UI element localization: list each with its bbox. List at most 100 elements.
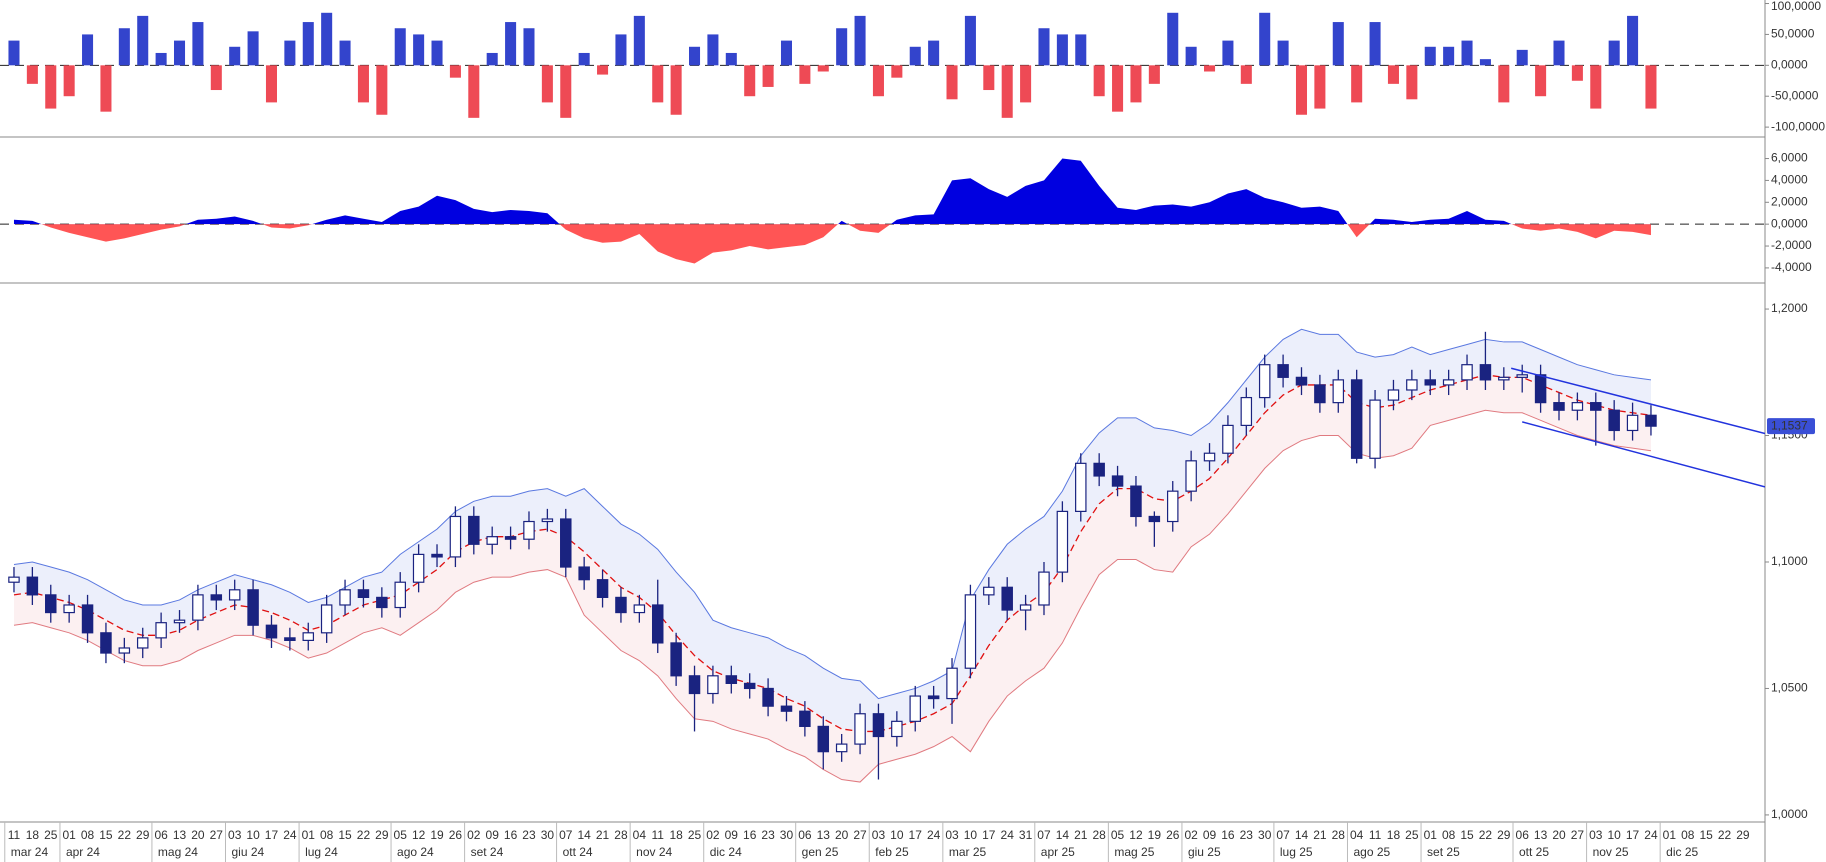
- bar: [983, 65, 995, 91]
- bar: [1351, 65, 1363, 103]
- bar: [173, 40, 186, 66]
- candle-body: [1130, 485, 1142, 518]
- bar: [1461, 40, 1473, 66]
- x-tick-label: 27: [1571, 828, 1585, 842]
- candle-body: [468, 515, 480, 545]
- x-tick-label: 18: [1387, 828, 1401, 842]
- bar: [1038, 28, 1050, 66]
- x-tick-label: 27: [853, 828, 867, 842]
- x-tick-label: 29: [136, 828, 150, 842]
- candle-body: [1590, 402, 1602, 411]
- candle-body: [817, 725, 830, 753]
- candle-body: [449, 515, 462, 558]
- x-tick-label: 09: [486, 828, 500, 842]
- x-tick-label: 05: [394, 828, 408, 842]
- bar: [1259, 12, 1271, 66]
- x-tick-label: 14: [1295, 828, 1309, 842]
- month-label: nov 25: [1593, 845, 1629, 859]
- month-label: feb 25: [875, 845, 909, 859]
- candle-body: [45, 594, 57, 614]
- band-upper: [13, 328, 1652, 700]
- bar: [1222, 40, 1234, 66]
- bar: [265, 65, 277, 103]
- y-axis: 100,0000 50,0000 0,0000 -50,0000 -100,0000: [1765, 0, 1825, 133]
- month-label: ott 25: [1519, 845, 1549, 859]
- x-tick-label: 06: [1516, 828, 1530, 842]
- y-tick-label: -4,0000: [1771, 260, 1812, 274]
- x-tick-label: 01: [1663, 828, 1677, 842]
- bar: [431, 40, 443, 66]
- bar: [137, 15, 149, 66]
- bar: [1167, 12, 1179, 66]
- x-tick-label: 13: [1534, 828, 1548, 842]
- candle-body: [1645, 414, 1657, 427]
- x-tick-label: 24: [1001, 828, 1015, 842]
- x-tick-label: 28: [1332, 828, 1346, 842]
- candle-body: [192, 594, 204, 621]
- candle-body: [578, 566, 590, 581]
- candle-body: [376, 596, 388, 609]
- bar: [1332, 22, 1344, 66]
- candle-body: [302, 632, 315, 641]
- bar: [339, 40, 351, 66]
- candle-body: [81, 604, 94, 634]
- bar: [486, 52, 498, 66]
- x-tick-label: 10: [964, 828, 978, 842]
- month-label: lug 25: [1280, 845, 1313, 859]
- bar: [1295, 65, 1308, 115]
- month-label: dic 25: [1666, 845, 1698, 859]
- candle-body: [835, 743, 848, 753]
- candle-body: [210, 594, 223, 601]
- candle-body: [412, 553, 425, 583]
- bar: [707, 34, 719, 66]
- month-label: gen 25: [802, 845, 839, 859]
- bar: [762, 65, 774, 87]
- bar: [1075, 34, 1087, 66]
- bar: [1130, 65, 1142, 103]
- bar: [1020, 65, 1032, 103]
- candle-body: [1424, 379, 1436, 386]
- x-tick-label: 28: [1092, 828, 1106, 842]
- x-tick-label: 01: [1424, 828, 1438, 842]
- x-tick-label: 02: [1184, 828, 1198, 842]
- x-tick-label: 18: [26, 828, 40, 842]
- candle-body: [136, 637, 149, 649]
- month-label: set 25: [1427, 845, 1460, 859]
- candle-body: [1442, 379, 1455, 386]
- bar: [302, 22, 314, 66]
- x-tick-label: 25: [44, 828, 58, 842]
- bar: [45, 65, 57, 109]
- candle-body: [799, 710, 811, 727]
- bar: [413, 34, 425, 66]
- month-label: ago 24: [397, 845, 434, 859]
- y-tick-label: 1,2000: [1771, 301, 1808, 315]
- candle-body: [891, 720, 903, 738]
- bar: [247, 31, 259, 66]
- candle-body: [523, 520, 535, 540]
- bar: [1645, 65, 1657, 109]
- candle-body: [651, 604, 664, 644]
- x-tick-label: 09: [725, 828, 739, 842]
- bar: [1001, 65, 1013, 118]
- candle-body: [743, 682, 756, 690]
- candle-body: [707, 675, 719, 695]
- month-label: dic 24: [710, 845, 742, 859]
- bar: [1314, 65, 1326, 109]
- panel: [8, 328, 1765, 783]
- bar: [560, 65, 572, 118]
- candle-body: [431, 553, 443, 558]
- candle-body: [1056, 510, 1069, 573]
- x-tick-label: 25: [1405, 828, 1419, 842]
- last-price-box: [1767, 418, 1815, 435]
- x-tick-label: 15: [338, 828, 352, 842]
- bar: [1148, 65, 1160, 84]
- bar: [928, 40, 940, 66]
- x-tick-label: 10: [1607, 828, 1621, 842]
- bar: [964, 15, 976, 66]
- bar: [1516, 49, 1528, 66]
- candle-body: [339, 589, 351, 606]
- area-negative: [13, 224, 1651, 264]
- x-tick-label: 27: [210, 828, 224, 842]
- candle-body: [1148, 515, 1161, 523]
